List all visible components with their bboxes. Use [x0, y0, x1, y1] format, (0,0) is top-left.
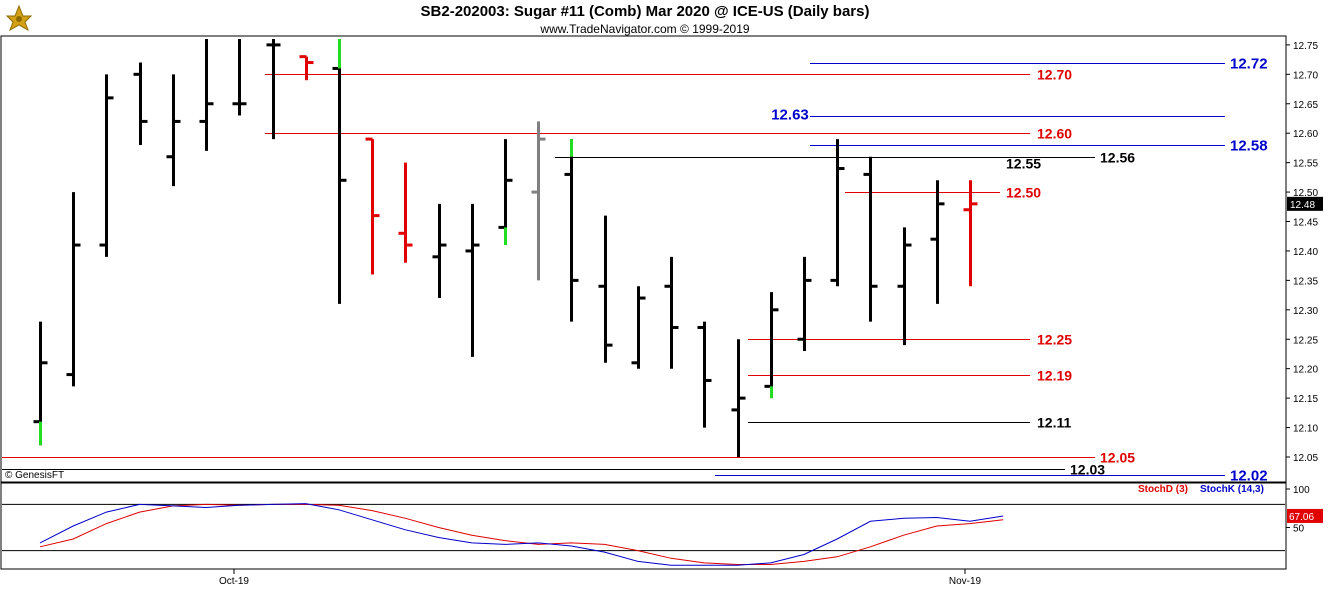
stoch-last-marker	[1287, 508, 1323, 523]
price-axis-label: 12.10	[1293, 424, 1318, 435]
level-label: 12.72	[1230, 56, 1268, 73]
price-panel	[0, 35, 1287, 483]
level-label: 12.60	[1037, 126, 1072, 142]
level-label: 12.03	[1070, 462, 1105, 478]
level-label: 12.55	[1006, 156, 1041, 172]
x-axis-label: Oct-19	[219, 576, 249, 587]
level-label: 12.63	[771, 107, 809, 124]
level-label: 12.58	[1230, 138, 1268, 155]
level-label: 12.70	[1037, 67, 1072, 83]
price-axis-label: 12.30	[1293, 306, 1318, 317]
price-axis-label: 12.60	[1293, 129, 1318, 140]
stoch-last-label: 67.06	[1289, 512, 1314, 523]
price-axis-label: 12.15	[1293, 394, 1318, 405]
stoch-series-line	[39, 503, 1004, 565]
chart-subtitle: www.TradeNavigator.com © 1999-2019	[540, 22, 750, 36]
stochastic-panel	[0, 482, 1287, 570]
stoch-axis-label: 50	[1293, 524, 1305, 535]
price-axis-label: 12.55	[1293, 159, 1318, 170]
level-label: 12.50	[1006, 185, 1041, 201]
last-price-label: 12.48	[1290, 200, 1315, 211]
price-axis-label: 12.05	[1293, 453, 1318, 464]
level-label: 12.56	[1100, 150, 1135, 166]
stoch-series-line	[39, 503, 1004, 566]
copyright-label: © GenesisFT	[5, 470, 64, 481]
price-axis-label: 12.20	[1293, 365, 1318, 376]
legend-stochk: StochK (14,3)	[1200, 484, 1264, 495]
stoch-axis-label: 100	[1293, 485, 1310, 496]
price-axis-label: 12.35	[1293, 276, 1318, 287]
level-label: 12.05	[1100, 450, 1135, 466]
price-axis-label: 12.25	[1293, 335, 1318, 346]
level-label: 12.02	[1230, 468, 1268, 485]
legend-stochd: StochD (3)	[1138, 484, 1188, 495]
price-axis-label: 12.75	[1293, 41, 1318, 52]
price-axis-label: 12.45	[1293, 218, 1318, 229]
level-label: 12.19	[1037, 368, 1072, 384]
genesis-logo-icon	[4, 4, 34, 32]
price-axis-label: 12.70	[1293, 70, 1318, 81]
price-axis-label: 12.50	[1293, 188, 1318, 199]
chart-title: SB2-202003: Sugar #11 (Comb) Mar 2020 @ …	[420, 3, 870, 20]
level-label: 12.11	[1037, 415, 1071, 431]
price-axis-label: 12.65	[1293, 100, 1318, 111]
x-axis-label: Nov-19	[949, 576, 982, 587]
price-axis-label: 12.40	[1293, 247, 1318, 258]
last-price-marker	[1287, 196, 1323, 211]
level-label: 12.25	[1037, 332, 1072, 348]
